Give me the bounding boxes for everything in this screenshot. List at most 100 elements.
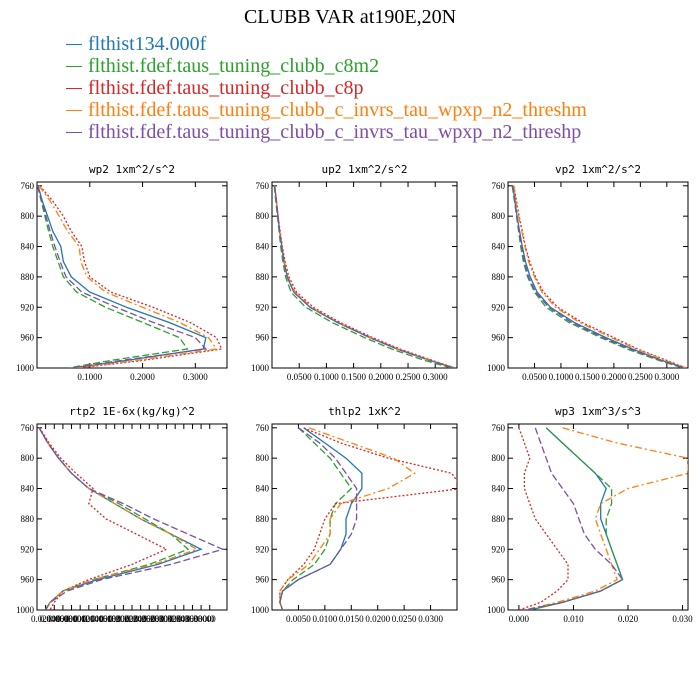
legend: flthist134.000f flthist.fdef.taus_tuning… [66,33,587,143]
y-tick-label: 880 [256,514,270,524]
series-line-3 [279,427,457,610]
x-tick-label: 0.14000 [83,614,113,624]
y-tick-label: 840 [21,242,35,252]
chart-panel-3: vp2 1xm^2/s^2 760 800 840 880 920 960 1000 0.050… [487,163,689,382]
x-tick-label: 0.22000 [117,614,147,624]
y-tick-label: 920 [256,544,270,554]
y-tick-label: 760 [492,423,506,433]
legend-item-5: flthist.fdef.taus_tuning_clubb_c_invrs_t… [66,121,587,143]
x-tick-label: 0.0050 [286,614,311,624]
y-tick-label: 800 [492,453,506,463]
y-tick-label: 880 [492,514,506,524]
x-tick-label: 0.2500 [628,372,653,382]
x-tick-label: 0.3000 [183,372,208,382]
y-tick-label: 760 [256,423,270,433]
x-tick-label: 0.000 [509,614,530,624]
y-tick-label: 760 [492,181,506,191]
legend-swatch-1 [66,43,82,45]
y-tick-label: 840 [21,484,35,494]
series-line-4 [524,427,688,610]
plot-frame [507,423,689,611]
series-line-5 [524,427,624,610]
y-tick-label: 760 [21,423,35,433]
y-tick-label: 800 [256,453,270,463]
y-tick-label: 1000 [16,605,35,615]
x-tick-label: 0.36000 [178,614,208,624]
y-tick-label: 920 [21,302,35,312]
series-line-4 [274,185,455,368]
x-tick-label: 0.12000 [74,614,104,624]
x-tick-label: 0.3000 [654,372,679,382]
series-line-3 [513,185,687,368]
x-tick-label: 0.0200 [365,614,390,624]
y-tick-label: 960 [256,575,270,585]
series-line-3 [39,185,223,368]
plot-frame [507,181,689,369]
x-tick-label: 0.0250 [392,614,417,624]
series-line-1 [274,185,455,368]
x-tick-label: 0.28000 [143,614,173,624]
y-tick-label: 960 [21,333,35,343]
panel-title: wp3 1xm^3/s^3 [555,405,641,418]
x-tick-label: 0.1000 [314,372,339,382]
y-tick-label: 840 [492,242,506,252]
series-line-2 [511,185,683,368]
y-tick-label: 880 [256,272,270,282]
y-tick-label: 920 [492,544,506,554]
x-tick-label: 0.30000 [152,614,182,624]
legend-label-5: flthist.fdef.taus_tuning_clubb_c_invrs_t… [88,120,582,143]
x-tick-label: 0.02000 [31,614,61,624]
panel-title: up2 1xm^2/s^2 [321,163,407,176]
x-tick-label: 0.020 [618,614,639,624]
y-tick-label: 1000 [487,363,506,373]
series-line-1 [512,185,686,368]
x-tick-label: 0.2500 [396,372,421,382]
x-tick-label: 0.0100 [312,614,337,624]
legend-swatch-4 [66,109,82,111]
x-tick-label: 0.04000 [40,614,70,624]
y-tick-label: 840 [256,484,270,494]
series-line-4 [513,185,687,368]
x-tick-label: 0.18000 [100,614,130,624]
series-line-4 [38,427,199,610]
x-tick-label: 0.26000 [135,614,165,624]
figure-title: CLUBB VAR at190E,20N [243,6,457,28]
legend-item-4: flthist.fdef.taus_tuning_clubb_c_invrs_t… [66,99,587,121]
y-tick-label: 760 [21,181,35,191]
legend-item-2: flthist.fdef.taus_tuning_clubb_c8m2 [66,55,587,77]
x-tick-label: 0.1000 [549,372,574,382]
y-tick-label: 1000 [16,363,35,373]
y-tick-label: 1000 [487,605,506,615]
x-tick-label: 0.06000 [48,614,78,624]
legend-label-4: flthist.fdef.taus_tuning_clubb_c_invrs_t… [88,98,587,121]
x-tick-label: 0.20000 [109,614,139,624]
x-tick-label: 0.2000 [368,372,393,382]
chart-panel-2: up2 1xm^2/s^2 760 800 840 880 920 960 1000 0.050… [251,163,458,382]
y-tick-label: 840 [256,242,270,252]
legend-label-3: flthist.fdef.taus_tuning_clubb_c8p [88,76,364,99]
chart-panel-6: wp3 1xm^3/s^3 760 800 840 880 920 960 10000.000… [487,405,693,624]
panel-title: thlp2 1xK^2 [328,405,401,418]
y-tick-label: 920 [492,302,506,312]
series-line-1 [38,427,203,610]
x-tick-label: 0.08000 [57,614,87,624]
y-tick-label: 920 [21,544,35,554]
series-line-2 [279,427,353,610]
series-line-3 [39,427,169,610]
plot-frame [271,181,458,369]
legend-swatch-5 [66,131,82,133]
legend-swatch-3 [66,87,82,89]
x-tick-label: 0.1000 [77,372,102,382]
series-line-4 [38,185,218,368]
series-line-2 [529,427,624,610]
y-tick-label: 800 [256,211,270,221]
y-tick-label: 1000 [251,605,270,615]
x-tick-label: 0.0500 [287,372,312,382]
y-tick-label: 880 [21,514,35,524]
series-line-5 [512,185,686,368]
x-tick-label: 0.0300 [418,614,443,624]
y-tick-label: 960 [492,575,506,585]
x-tick-label: 0.030 [672,614,693,624]
